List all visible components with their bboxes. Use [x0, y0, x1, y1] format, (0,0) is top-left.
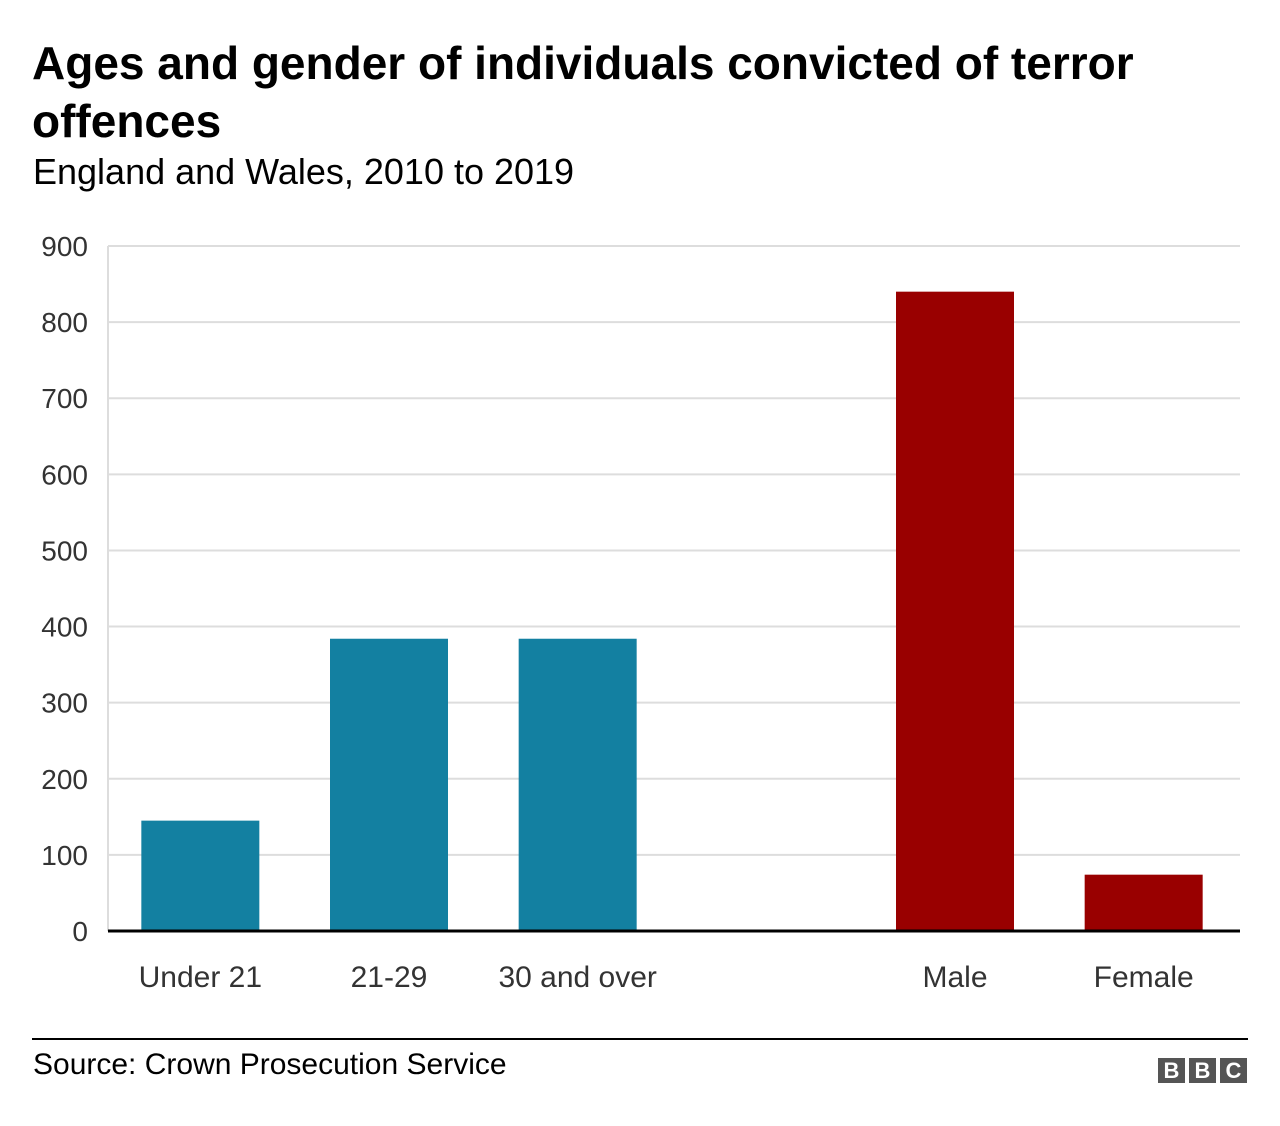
chart-subtitle: England and Wales, 2010 to 2019: [33, 151, 575, 192]
bar-under-21: [141, 820, 260, 931]
x-tick-label: 30 and over: [498, 961, 656, 994]
y-tick-label: 900: [41, 231, 88, 262]
y-tick-label: 0: [72, 916, 88, 947]
x-tick-label: Male: [922, 961, 987, 994]
bar-chart: 0 100 200 300 400 500 600 700 800 900 Under 21 21-2…: [41, 231, 1240, 994]
bar-30-and-over: [518, 638, 637, 931]
y-tick-label: 200: [41, 764, 88, 795]
bar-21-29: [330, 638, 448, 931]
y-tick-label: 100: [41, 840, 88, 871]
bbc-logo-letter: C: [1220, 1058, 1247, 1083]
bbc-logo-letter: B: [1189, 1058, 1216, 1083]
x-tick-label: Under 21: [139, 961, 262, 994]
x-tick-label: Female: [1094, 961, 1194, 994]
source-note: Source: Crown Prosecution Service: [33, 1048, 507, 1081]
y-tick-label: 600: [41, 459, 88, 490]
y-tick-label: 400: [41, 612, 88, 643]
bbc-logo-letter: B: [1158, 1058, 1185, 1083]
bbc-logo: B B C: [1158, 1058, 1247, 1083]
x-tick-label: 21-29: [351, 961, 428, 994]
footer-divider: [32, 1038, 1248, 1040]
y-tick-label: 700: [41, 383, 88, 414]
bar-female: [1084, 874, 1203, 931]
bar-male: [896, 291, 1014, 932]
y-tick-label: 800: [41, 307, 88, 338]
y-tick-label: 300: [41, 688, 88, 719]
y-tick-label: 500: [41, 535, 88, 566]
chart-title: Ages and gender of individuals convicted…: [32, 37, 1134, 147]
